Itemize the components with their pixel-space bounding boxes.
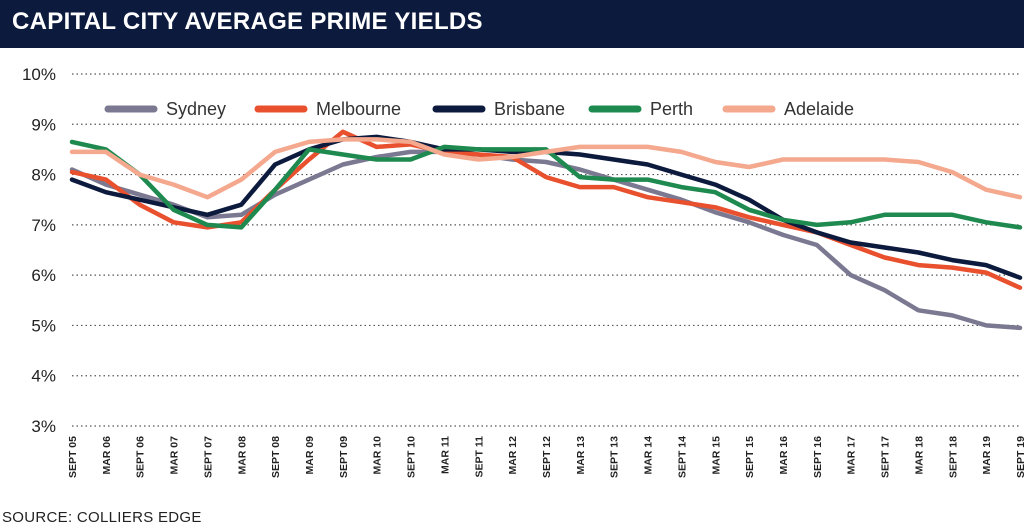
x-tick-label: SEPT 06 <box>135 436 147 478</box>
x-tick-label: MAR 17 <box>846 436 858 475</box>
legend-label-melbourne: Melbourne <box>316 99 401 119</box>
series-lines <box>69 129 1023 331</box>
series-line-perth <box>69 139 1023 230</box>
grid-lines <box>72 73 1020 427</box>
x-tick-label: SEPT 15 <box>744 436 756 478</box>
x-axis-ticks: SEPT 05 MAR 06 SEPT 06 MAR 07 SEPT 07 MAR 08 S… <box>67 436 1024 478</box>
legend-label-brisbane: Brisbane <box>494 99 565 119</box>
x-tick-label: MAR 15 <box>710 436 722 475</box>
x-tick-label: MAR 16 <box>778 436 790 475</box>
legend: Sydney Melbourne Brisbane Perth Adelaide <box>104 99 854 119</box>
chart-title: CAPITAL CITY AVERAGE PRIME YIELDS <box>12 8 483 35</box>
x-tick-label: MAR 11 <box>439 436 451 474</box>
legend-label-sydney: Sydney <box>166 99 226 119</box>
series-line-sydney <box>69 149 1023 331</box>
x-tick-label: MAR 14 <box>643 436 655 475</box>
x-tick-label: MAR 18 <box>913 436 925 475</box>
y-tick-label: 10% <box>22 65 56 84</box>
x-tick-label: MAR 10 <box>372 436 384 475</box>
x-tick-label: MAR 09 <box>304 436 316 475</box>
x-tick-label: SEPT 05 <box>67 436 79 478</box>
x-tick-label: SEPT 09 <box>338 436 350 478</box>
y-tick-label: 3% <box>31 417 56 436</box>
x-tick-label: SEPT 13 <box>609 436 621 478</box>
x-tick-label: SEPT 10 <box>406 436 418 478</box>
y-tick-label: 4% <box>31 367 56 386</box>
legend-label-perth: Perth <box>650 99 693 119</box>
x-tick-label: SEPT 12 <box>541 436 553 478</box>
x-tick-label: SEPT 07 <box>202 436 214 478</box>
yield-line-chart: 3% 4% 5% 6% 7% 8% 9% 10% SEPT 05 MAR 06 SEPT 06 MA… <box>22 65 1024 478</box>
x-tick-label: SEPT 17 <box>880 436 892 478</box>
x-tick-label: SEPT 19 <box>1015 436 1024 478</box>
source-note: SOURCE: COLLIERS EDGE <box>2 509 202 526</box>
x-tick-label: SEPT 18 <box>947 436 959 478</box>
y-tick-label: 7% <box>31 216 56 235</box>
x-tick-label: SEPT 14 <box>676 436 688 478</box>
x-tick-label: MAR 13 <box>575 436 587 475</box>
series-line-melbourne <box>69 129 1023 290</box>
title-bar: CAPITAL CITY AVERAGE PRIME YIELDS <box>0 0 1024 48</box>
series-line-adelaide <box>69 137 1023 200</box>
y-tick-label: 5% <box>31 316 56 335</box>
x-tick-label: MAR 07 <box>169 436 181 475</box>
x-tick-label: SEPT 11 <box>473 436 485 478</box>
x-tick-label: MAR 19 <box>981 436 993 475</box>
y-tick-label: 6% <box>31 266 56 285</box>
y-axis-ticks: 3% 4% 5% 6% 7% 8% 9% 10% <box>22 65 56 436</box>
y-tick-label: 9% <box>31 115 56 134</box>
x-tick-label: SEPT 08 <box>270 436 282 478</box>
x-tick-label: MAR 12 <box>507 436 519 475</box>
legend-label-adelaide: Adelaide <box>784 99 854 119</box>
x-tick-label: MAR 06 <box>101 436 113 475</box>
y-tick-label: 8% <box>31 166 56 185</box>
x-tick-label: MAR 08 <box>236 436 248 475</box>
x-tick-label: SEPT 16 <box>812 436 824 478</box>
